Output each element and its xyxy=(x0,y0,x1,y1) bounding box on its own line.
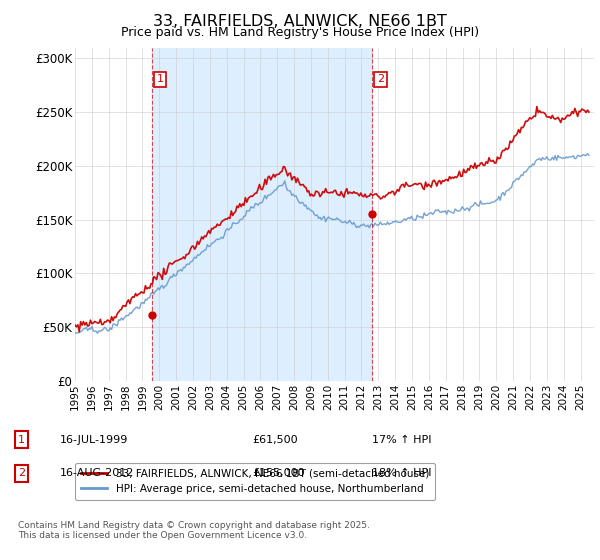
Text: Contains HM Land Registry data © Crown copyright and database right 2025.
This d: Contains HM Land Registry data © Crown c… xyxy=(18,521,370,540)
Text: 33, FAIRFIELDS, ALNWICK, NE66 1BT: 33, FAIRFIELDS, ALNWICK, NE66 1BT xyxy=(153,14,447,29)
Text: 18% ↑ HPI: 18% ↑ HPI xyxy=(372,468,431,478)
Text: 2: 2 xyxy=(377,74,384,85)
Text: 1: 1 xyxy=(157,74,164,85)
Bar xyxy=(152,48,372,381)
Text: 17% ↑ HPI: 17% ↑ HPI xyxy=(372,435,431,445)
Text: £155,000: £155,000 xyxy=(252,468,305,478)
Text: Price paid vs. HM Land Registry's House Price Index (HPI): Price paid vs. HM Land Registry's House … xyxy=(121,26,479,39)
Text: 16-AUG-2012: 16-AUG-2012 xyxy=(60,468,134,478)
Text: 1: 1 xyxy=(18,435,25,445)
Text: 16-JUL-1999: 16-JUL-1999 xyxy=(60,435,128,445)
Legend: 33, FAIRFIELDS, ALNWICK, NE66 1BT (semi-detached house), HPI: Average price, sem: 33, FAIRFIELDS, ALNWICK, NE66 1BT (semi-… xyxy=(75,463,435,500)
Text: £61,500: £61,500 xyxy=(252,435,298,445)
Text: 2: 2 xyxy=(18,468,25,478)
